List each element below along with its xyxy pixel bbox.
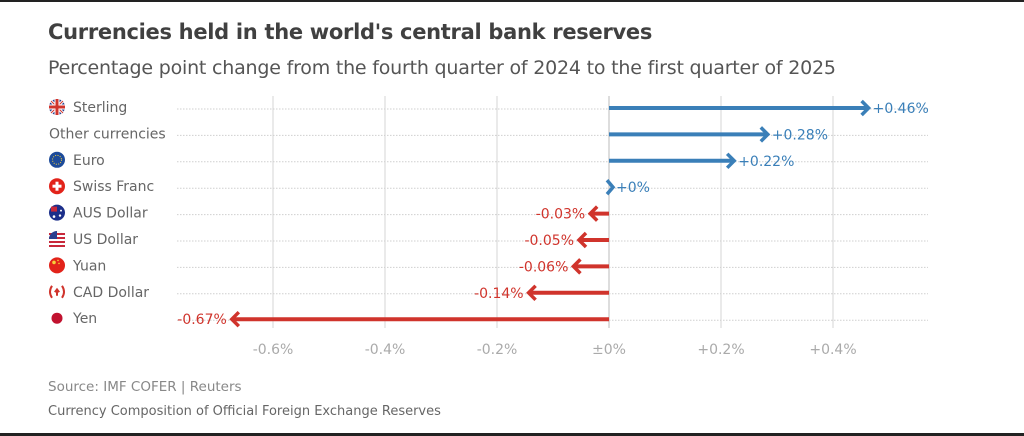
x-tick-label: -0.6% (253, 342, 294, 358)
value-label: -0.67% (177, 312, 227, 328)
value-label: -0.05% (524, 233, 574, 249)
bottom-border (0, 433, 1024, 436)
arrow-head (570, 258, 582, 275)
canada-flag-icon (49, 285, 65, 299)
value-label: -0.03% (536, 207, 586, 223)
category-label: Euro (73, 153, 105, 169)
value-label: -0.06% (519, 259, 569, 275)
category-label: Other currencies (49, 126, 166, 142)
x-tick-label: +0.4% (809, 342, 856, 358)
value-label: +0.22% (738, 154, 794, 170)
value-label: +0.28% (772, 127, 828, 143)
arrow-head (587, 205, 599, 222)
ticks-layer: -0.6% -0.4% -0.2% ±0% +0.2% +0.4% (253, 342, 857, 358)
category-label: AUS Dollar (73, 206, 148, 222)
value-label: +0% (616, 180, 650, 196)
uk-flag-icon (49, 99, 65, 115)
x-tick-label: +0.2% (697, 342, 744, 358)
bars-layer (229, 99, 872, 328)
x-tick-label: -0.2% (477, 342, 518, 358)
labels-layer: Sterling +0.46% Other currencies +0.28% Euro… (49, 100, 929, 328)
chart-title: Currencies held in the world's central b… (48, 20, 653, 44)
eu-flag-icon (49, 151, 65, 168)
x-tick-label: -0.4% (365, 342, 406, 358)
top-border (0, 0, 1024, 2)
category-label: Sterling (73, 100, 127, 116)
us-flag-icon (48, 230, 66, 248)
category-label: Yen (72, 311, 97, 327)
arrow-head (759, 126, 771, 143)
arrow-head (229, 310, 241, 328)
category-label: CAD Dollar (73, 285, 149, 301)
swiss-flag-icon (49, 178, 65, 195)
arrow-head (526, 284, 537, 302)
china-flag-icon (49, 257, 65, 274)
value-label: +0.46% (873, 101, 929, 117)
category-label: Swiss Franc (73, 179, 154, 195)
category-label: Yuan (72, 258, 106, 274)
arrow-head (860, 99, 872, 117)
arrow-head (725, 152, 737, 170)
source-note: Source: IMF COFER | Reuters (48, 379, 242, 395)
australia-flag-icon (49, 204, 65, 221)
value-label: -0.14% (474, 286, 524, 302)
category-label: US Dollar (73, 232, 138, 248)
chart-subtitle: Percentage point change from the fourth … (48, 57, 836, 79)
japan-flag-icon (51, 312, 63, 324)
dataset-note: Currency Composition of Official Foreign… (48, 404, 441, 419)
x-tick-label: ±0% (592, 342, 626, 358)
arrow-head (605, 179, 616, 196)
arrow-head (576, 231, 588, 249)
